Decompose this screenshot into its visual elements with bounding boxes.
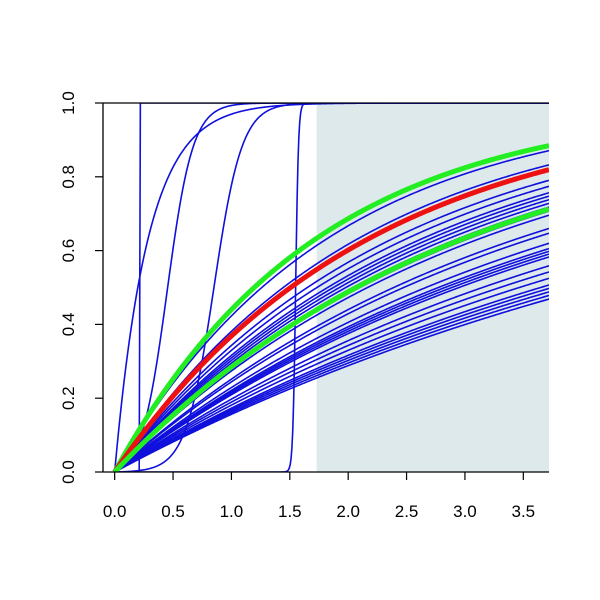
series-line-5	[114, 192, 549, 472]
series-line-14	[114, 242, 549, 472]
series-line-34	[112, 206, 549, 472]
series-line-18	[114, 256, 549, 472]
series-line-33	[112, 167, 549, 472]
x-tick-label: 2.5	[395, 502, 419, 521]
series-line-17	[114, 253, 549, 472]
series-line-6	[114, 195, 549, 472]
series-line-1	[113, 149, 549, 472]
x-tick-label: 0.0	[103, 502, 127, 521]
series-line-4	[114, 185, 549, 472]
series-line-32	[112, 143, 549, 472]
series-layer	[112, 103, 549, 472]
series-line-30	[114, 103, 549, 472]
series-line-16	[114, 250, 549, 472]
series-line-12	[114, 227, 549, 472]
x-tick-label: 3.0	[453, 502, 477, 521]
series-line-3	[114, 179, 549, 472]
series-line-22	[114, 284, 549, 472]
series-line-24	[114, 291, 549, 472]
series-line-21	[114, 277, 549, 472]
series-line-7	[114, 198, 549, 472]
y-tick-label: 0.6	[59, 239, 78, 263]
y-tick-label: 0.0	[59, 460, 78, 484]
series-line-15	[114, 247, 549, 472]
series-line-25	[114, 294, 549, 472]
x-tick-label: 3.5	[511, 502, 535, 521]
x-tick-label: 0.5	[161, 502, 185, 521]
series-line-23	[114, 287, 549, 472]
y-tick-label: 0.4	[59, 313, 78, 337]
y-tick-label: 0.8	[59, 165, 78, 189]
series-line-13	[114, 232, 549, 472]
series-line-28	[114, 103, 549, 472]
x-tick-label: 1.5	[278, 502, 302, 521]
axes: 0.0 0.5 1.0 1.5 2.0 2.5 3.0 3.5 0.0 0.2 0.4 0.6 0.8 1…	[59, 91, 549, 521]
series-line-26	[114, 298, 549, 472]
y-tick-label: 1.0	[59, 91, 78, 115]
y-tick-label: 0.2	[59, 386, 78, 410]
x-tick-label: 2.0	[336, 502, 360, 521]
x-tick-label: 1.0	[220, 502, 244, 521]
